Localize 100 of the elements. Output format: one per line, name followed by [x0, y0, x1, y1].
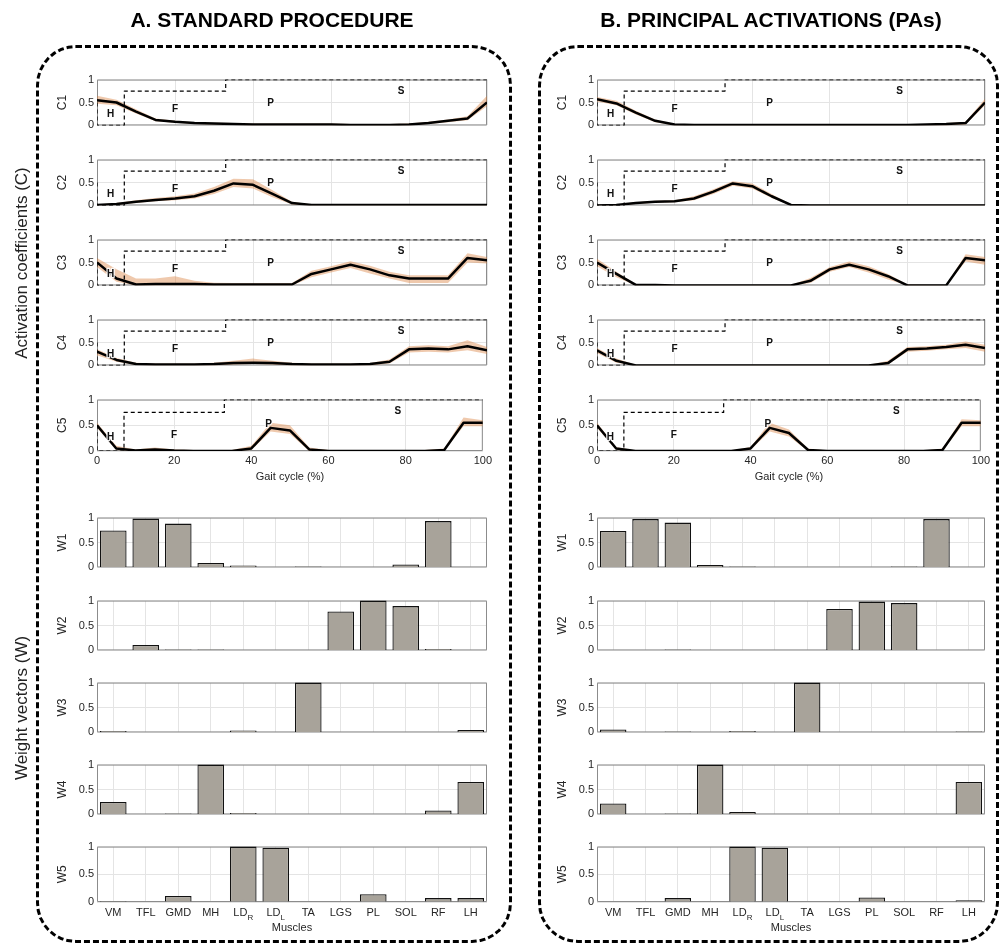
chart-title: B. PRINCIPAL ACTIVATIONS (PAs): [599, 8, 943, 32]
y-tick-label: 0.5: [78, 175, 94, 188]
y-tick-label: 0: [87, 118, 94, 131]
y-tick-label: 0: [587, 118, 594, 131]
x-tick-label: VM: [604, 906, 622, 918]
y-tick-label: 0: [587, 895, 594, 908]
y-tick-label: 0: [87, 895, 94, 908]
y-axis-title: C1: [54, 94, 69, 111]
x-tick-label: PL: [865, 906, 879, 918]
y-axis-title: C3: [54, 254, 69, 271]
y-tick-label: 1: [587, 510, 594, 523]
y-tick-label: 1: [87, 232, 94, 245]
x-tick-label: SOL: [394, 906, 417, 918]
annotation: S: [397, 165, 405, 177]
x-tick-label: 20: [667, 453, 680, 466]
x-tick-label: MH: [202, 906, 220, 918]
y-axis-title: W5: [54, 864, 69, 884]
y-tick-label: 0.5: [78, 700, 94, 713]
y-axis-title: W2: [54, 616, 69, 635]
y-axis-title: C1: [554, 94, 569, 111]
y-tick-label: 0: [87, 807, 94, 820]
annotation: F: [670, 428, 677, 440]
y-axis-title: W5: [554, 864, 569, 884]
y-tick-label: 1: [587, 675, 594, 688]
y-axis-title: W3: [554, 698, 569, 717]
y-axis-title: W3: [54, 698, 69, 717]
annotation: F: [671, 103, 678, 115]
annotation: H: [106, 431, 115, 443]
annotation: S: [896, 165, 904, 177]
y-axis-title: C5: [54, 417, 69, 433]
x-tick-label: VM: [105, 906, 122, 918]
annotation: F: [171, 183, 179, 195]
annotation: H: [107, 268, 115, 280]
annotation: H: [107, 188, 115, 200]
x-tick-label: MH: [701, 906, 719, 918]
y-tick-label: 0: [87, 444, 94, 457]
annotation: F: [171, 343, 179, 355]
y-tick-label: 0: [587, 358, 594, 371]
x-tick-label: TFL: [635, 906, 656, 918]
x-tick-label: 60: [322, 453, 335, 466]
text: Activation coefficients (C): [12, 167, 32, 359]
x-tick-label: TA: [301, 906, 316, 918]
y-tick-label: 0.5: [78, 782, 94, 795]
annotation: H: [107, 108, 115, 120]
y-tick-label: 0.5: [78, 618, 94, 631]
y-axis-title: C5: [554, 417, 569, 433]
x-axis-title: Gait cycle (%): [255, 470, 325, 483]
annotation: S: [896, 325, 904, 337]
y-tick-label: 0: [587, 278, 594, 291]
annotation: S: [397, 245, 405, 257]
y-axis-title: C4: [554, 334, 569, 351]
annotation: P: [267, 96, 275, 108]
text: Weight vectors (W): [12, 635, 32, 781]
x-tick-label: 40: [744, 453, 757, 466]
x-tick-label: 100: [473, 453, 492, 466]
chart-title: A. STANDARD PROCEDURE: [129, 8, 415, 32]
y-tick-label: 0.5: [578, 867, 594, 880]
y-tick-label: 0.5: [78, 95, 94, 108]
x-tick-label: 80: [399, 453, 412, 466]
x-tick-label: LGS: [828, 906, 851, 918]
annotation: S: [896, 85, 904, 97]
y-tick-label: 0.5: [578, 418, 594, 431]
y-tick-label: 0: [587, 444, 594, 457]
y-tick-label: 1: [87, 510, 94, 523]
y-tick-label: 1: [87, 839, 94, 852]
y-tick-label: 1: [587, 232, 594, 245]
x-tick-label: 40: [245, 453, 258, 466]
y-tick-label: 1: [87, 312, 94, 325]
annotation: P: [766, 336, 774, 348]
annotation: S: [397, 85, 405, 97]
y-tick-label: 0: [87, 278, 94, 291]
y-tick-label: 0.5: [578, 535, 594, 548]
x-tick-label: LH: [961, 906, 976, 918]
y-tick-label: 0: [587, 560, 594, 573]
x-tick-label: 80: [897, 453, 911, 466]
y-tick-label: 1: [87, 72, 94, 85]
x-tick-label: 100: [971, 453, 990, 466]
y-tick-label: 1: [87, 675, 94, 688]
x-tick-label: LH: [463, 906, 478, 918]
y-tick-label: 0: [87, 198, 94, 211]
x-axis-title: Muscles: [770, 921, 812, 933]
y-tick-label: 0.5: [578, 782, 594, 795]
x-tick-label: GMD: [665, 906, 691, 918]
x-tick-label: 60: [821, 453, 834, 466]
y-axis-title: C2: [54, 174, 69, 191]
y-tick-label: 0.5: [578, 618, 594, 631]
y-tick-label: 0.5: [78, 335, 94, 348]
y-tick-label: 1: [87, 757, 94, 770]
y-tick-label: 0.5: [78, 867, 94, 880]
y-tick-label: 0.5: [578, 95, 594, 108]
y-tick-label: 0.5: [78, 418, 94, 431]
x-tick-label: GMD: [165, 906, 192, 918]
y-axis-title: W2: [554, 616, 569, 635]
annotation: S: [896, 245, 904, 257]
y-tick-label: 0.5: [578, 700, 594, 713]
annotation: F: [671, 183, 678, 195]
y-tick-label: 0: [87, 358, 94, 371]
x-tick-label: TFL: [135, 906, 156, 918]
y-tick-label: 0: [587, 643, 594, 656]
annotation: F: [671, 343, 678, 355]
